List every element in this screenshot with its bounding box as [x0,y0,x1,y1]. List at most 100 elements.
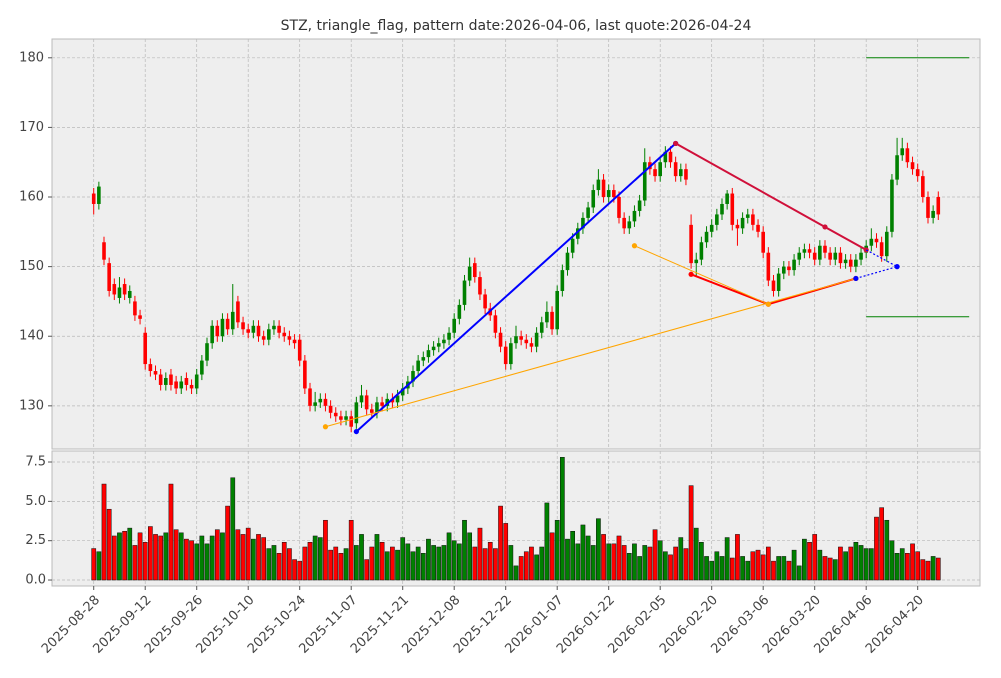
candle-body [390,398,395,403]
volume-bar [163,532,169,581]
volume-bar [261,537,267,581]
volume-bar [632,543,637,581]
volume-bar [173,529,179,581]
candle-body [138,315,142,319]
volume-bar [513,565,519,581]
volume-bar [302,546,308,581]
volume-bar [874,516,879,581]
volume-bar [498,505,503,581]
candle-body [364,395,369,410]
candle-body [148,364,153,372]
candle-body [323,398,328,406]
candle-body [915,169,920,177]
volume-bar [384,551,390,581]
candle-body [107,263,111,291]
volume-bar [673,546,678,581]
candle-body [812,252,817,260]
volume-bar [287,548,292,581]
candle-body [581,217,585,229]
grid-layer [52,39,980,586]
volume-bar [214,529,220,581]
candle-body [256,325,261,337]
candle-body [622,217,626,229]
candle-body [215,325,220,337]
candle-body [792,259,796,271]
volume-bar [724,537,730,581]
candle-body [658,162,662,177]
volume-bar [776,556,781,581]
volume-bar [884,519,890,581]
volume-bar [225,505,230,581]
volume-bar [184,538,189,581]
candle-body [318,398,323,403]
volume-bar [333,546,339,581]
volume-bar [559,457,565,581]
volume-bar [729,557,735,581]
volume-bar [838,546,843,581]
candle-body [730,193,735,225]
candle-body [550,311,554,330]
pattern-point [631,243,638,249]
volume-bar [678,537,684,581]
candle-body [400,388,405,396]
chart-title: STZ, triangle_flag, pattern date:2026-04… [281,18,752,34]
volume-bar [482,548,488,581]
candle-body [483,294,487,309]
volume-bar [446,532,452,581]
candle-body [297,339,302,361]
volume-bar [791,549,797,581]
volume-bar [199,535,205,581]
volume-bar [853,542,859,581]
volume-bar [523,551,529,581]
candle-body [627,221,632,229]
candle-body [122,284,127,295]
candle-body [740,217,745,229]
candle-body [133,301,137,316]
volume-bar [462,519,467,581]
volume-bar [518,556,524,581]
candle-body [781,266,786,274]
candle-body [715,214,719,225]
volume-bar [580,524,586,581]
y-tick-label: 160 [19,190,44,205]
volume-bar [637,556,642,581]
candle-body [153,371,158,375]
volume-bar [245,527,251,581]
volume-bar [106,508,112,581]
volume-bar [688,485,694,581]
volume-bar [765,546,771,581]
volume-bar [323,519,328,581]
candle-body [210,325,214,344]
volume-bar [390,546,395,581]
candle-body [241,322,245,330]
candle-body [225,318,230,330]
candle-body [194,374,199,389]
candle-body [905,148,910,163]
candle-body [375,402,379,413]
candle-body [457,304,462,319]
candle-body [833,252,838,260]
volume-bar [240,534,246,581]
candle-body [158,374,163,385]
volume-bar [693,527,699,581]
volume-bar [493,548,498,581]
candle-body [612,190,616,198]
candle-body [725,193,729,204]
candle-body [349,416,354,427]
pattern-line [855,266,898,280]
volume-bar [642,545,648,581]
y-tick-label: 140 [19,329,44,344]
candle-body [560,270,565,291]
volume-bar [487,542,493,581]
volume-bar [554,519,560,581]
volume-bar [735,534,740,581]
volume-bar [328,549,333,581]
volume-bar [153,534,158,581]
candle-body [251,325,256,333]
volume-bar [935,557,941,581]
candle-body [261,336,266,340]
candle-body [230,311,235,330]
candle-body [586,207,590,218]
candle-body [292,339,297,344]
pattern-point [765,301,771,307]
